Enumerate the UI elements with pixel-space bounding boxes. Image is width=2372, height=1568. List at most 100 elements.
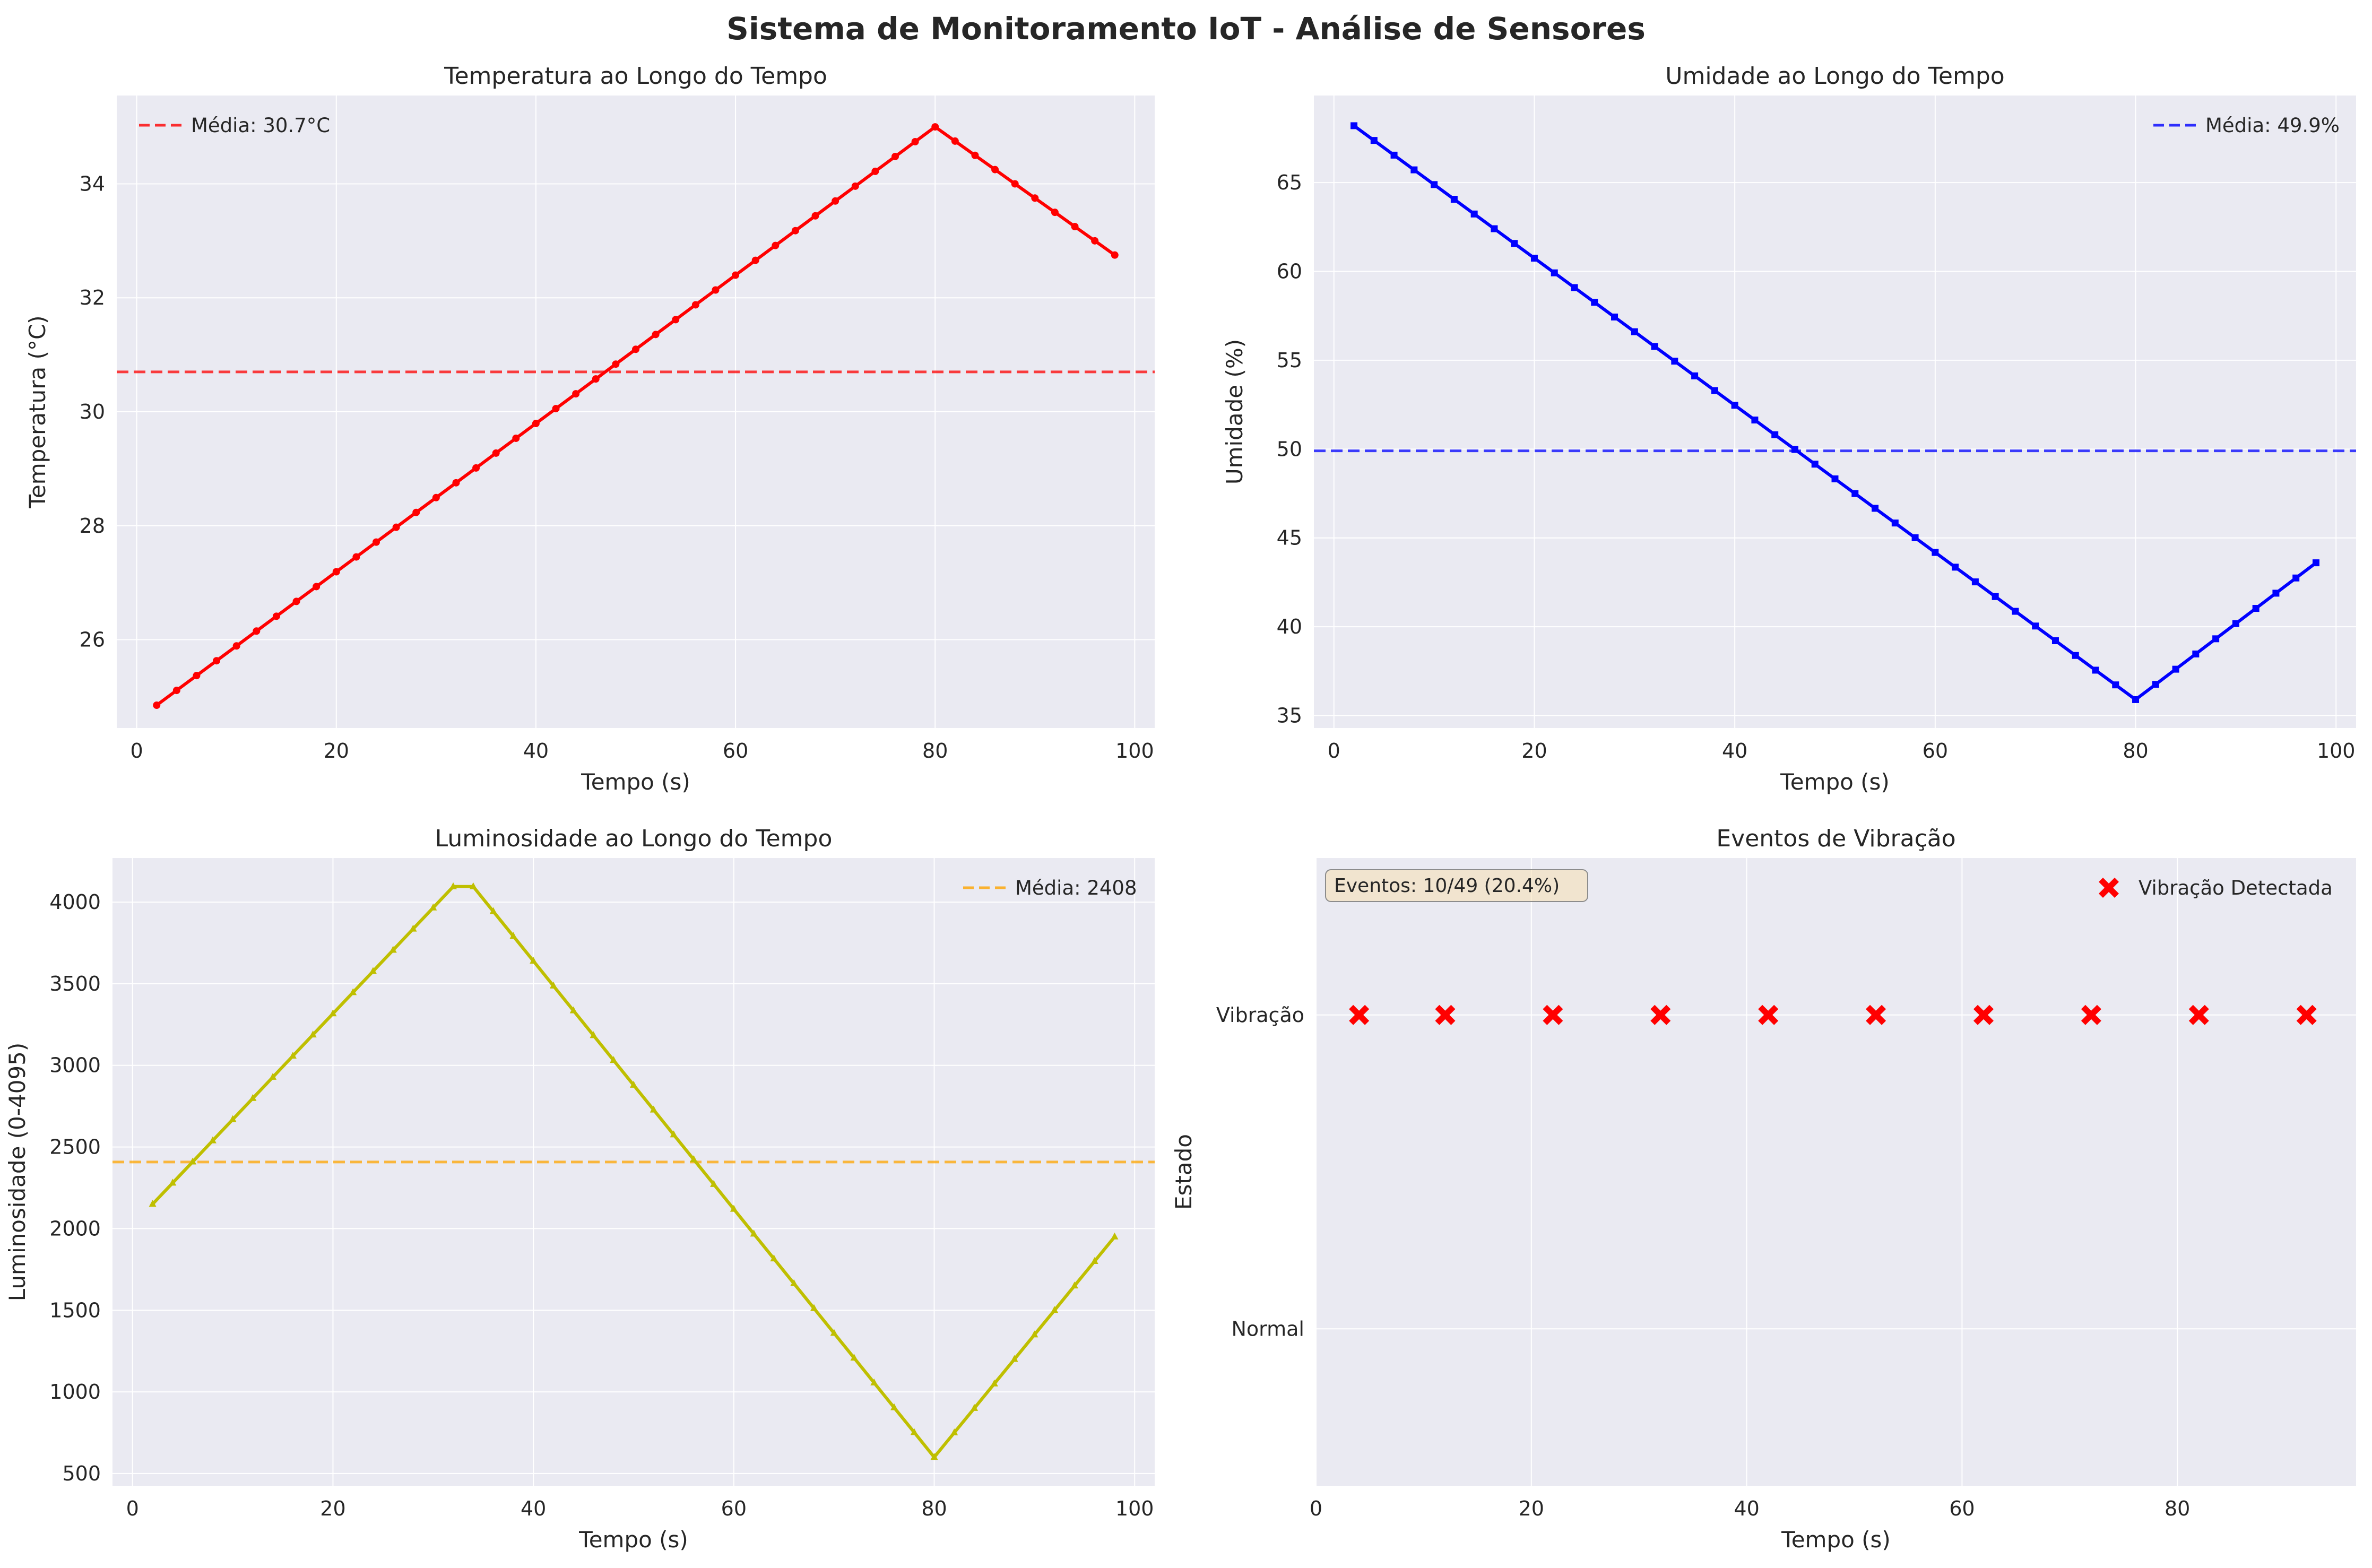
- data-point: [552, 405, 560, 413]
- x-tick-label: 0: [1310, 1497, 1322, 1520]
- data-point: [509, 932, 517, 939]
- data-point: [449, 882, 457, 889]
- x-tick-label: 100: [2317, 739, 2356, 763]
- data-point: [592, 375, 600, 383]
- x-tick-label: 20: [1519, 1497, 1544, 1520]
- data-point: [891, 152, 899, 160]
- chart-title: Umidade ao Longo do Tempo: [1665, 63, 2004, 90]
- data-point: [751, 256, 759, 264]
- data-point: [389, 946, 397, 953]
- x-tick-label: 80: [2123, 739, 2148, 763]
- data-point: [1650, 1004, 1671, 1025]
- data-point: [1651, 343, 1658, 350]
- data-point: [652, 331, 660, 339]
- data-point: [830, 1329, 838, 1336]
- data-point: [2132, 696, 2140, 703]
- chart-panel-2: 0 20 40 60 80 100 35 40 45 50 55 60 65 Umidade ao Lon…: [1222, 63, 2356, 795]
- data-layer: [1314, 122, 2356, 703]
- data-point: [1591, 299, 1598, 306]
- data-point: [1751, 417, 1759, 424]
- data-point: [851, 182, 859, 190]
- figure-title: Sistema de Monitoramento IoT - Análise d…: [726, 11, 1646, 47]
- data-point: [249, 1094, 257, 1101]
- y-tick-label: Vibração: [1216, 1003, 1304, 1027]
- data-point: [1351, 122, 1358, 129]
- data-point: [469, 882, 477, 889]
- chart-title: Luminosidade ao Longo do Tempo: [435, 825, 833, 852]
- data-point: [871, 167, 879, 175]
- data-point: [1370, 137, 1378, 144]
- data-point: [1866, 1004, 1886, 1025]
- data-point: [1691, 372, 1699, 379]
- x-tick-label: 60: [721, 1497, 747, 1520]
- y-tick-label: 60: [1277, 259, 1302, 283]
- data-point: [772, 241, 780, 249]
- data-point: [712, 286, 720, 294]
- data-point: [1031, 1330, 1038, 1338]
- data-point: [1731, 402, 1738, 409]
- y-tick-label: 3000: [49, 1054, 101, 1077]
- data-point: [890, 1403, 898, 1410]
- data-point: [1611, 313, 1618, 320]
- data-point: [232, 642, 240, 650]
- data-point: [870, 1378, 878, 1385]
- data-point: [213, 657, 221, 665]
- data-point: [530, 957, 538, 964]
- data-point: [193, 672, 201, 680]
- y-tick-label: 30: [80, 400, 105, 423]
- data-point: [630, 1080, 637, 1088]
- data-point: [1971, 578, 1979, 586]
- data-point: [2296, 1004, 2317, 1025]
- x-tick-label: 20: [324, 739, 349, 763]
- x-tick-label: 0: [126, 1497, 139, 1520]
- legend: Média: 30.7°C: [139, 114, 330, 137]
- data-point: [269, 1072, 277, 1080]
- data-point: [790, 1279, 798, 1286]
- data-point: [930, 1453, 938, 1460]
- y-tick-label: 40: [1277, 615, 1302, 638]
- y-tick-label: 1500: [49, 1298, 101, 1322]
- y-tick-label: 65: [1277, 171, 1302, 194]
- x-tick-label: 0: [131, 739, 143, 763]
- data-point: [289, 1052, 297, 1059]
- plot-area: [1314, 96, 2356, 728]
- y-axis-label: Estado: [1171, 1134, 1197, 1210]
- data-point: [429, 903, 437, 911]
- data-point: [1051, 209, 1059, 216]
- data-point: [2081, 1004, 2101, 1025]
- data-point: [569, 1006, 577, 1013]
- x-tick-label: 20: [1521, 739, 1547, 763]
- data-point: [472, 464, 480, 472]
- data-point: [750, 1229, 758, 1237]
- data-point: [1450, 196, 1458, 203]
- x-tick-label: 40: [1722, 739, 1747, 763]
- annotation-background: [1325, 869, 1588, 902]
- legend-swatch: [2099, 878, 2119, 898]
- data-point: [172, 687, 180, 695]
- data-point: [2172, 665, 2179, 673]
- data-point: [349, 988, 357, 995]
- x-tick-label: 40: [521, 1497, 546, 1520]
- data-point: [2212, 635, 2220, 643]
- y-tick-label: 55: [1277, 349, 1302, 372]
- plot-area: [112, 858, 1155, 1486]
- x-tick-label: 0: [1328, 739, 1340, 763]
- data-point: [1431, 181, 1438, 188]
- data-point: [1911, 534, 1919, 541]
- data-point: [332, 568, 340, 576]
- legend-label: Média: 2408: [1015, 877, 1137, 899]
- data-point: [1551, 269, 1558, 276]
- data-point: [209, 1136, 217, 1143]
- data-point: [1758, 1004, 1779, 1025]
- data-point: [2188, 1004, 2209, 1025]
- data-point: [1470, 210, 1478, 218]
- data-point: [1851, 490, 1859, 497]
- data-point: [590, 1031, 598, 1038]
- data-point: [1932, 549, 1939, 556]
- x-axis-label: Tempo (s): [1780, 769, 1890, 795]
- data-point: [2312, 559, 2319, 567]
- data-point: [710, 1180, 718, 1187]
- y-tick-label: 45: [1277, 526, 1302, 550]
- data-point: [1791, 446, 1798, 453]
- data-point: [1051, 1306, 1059, 1313]
